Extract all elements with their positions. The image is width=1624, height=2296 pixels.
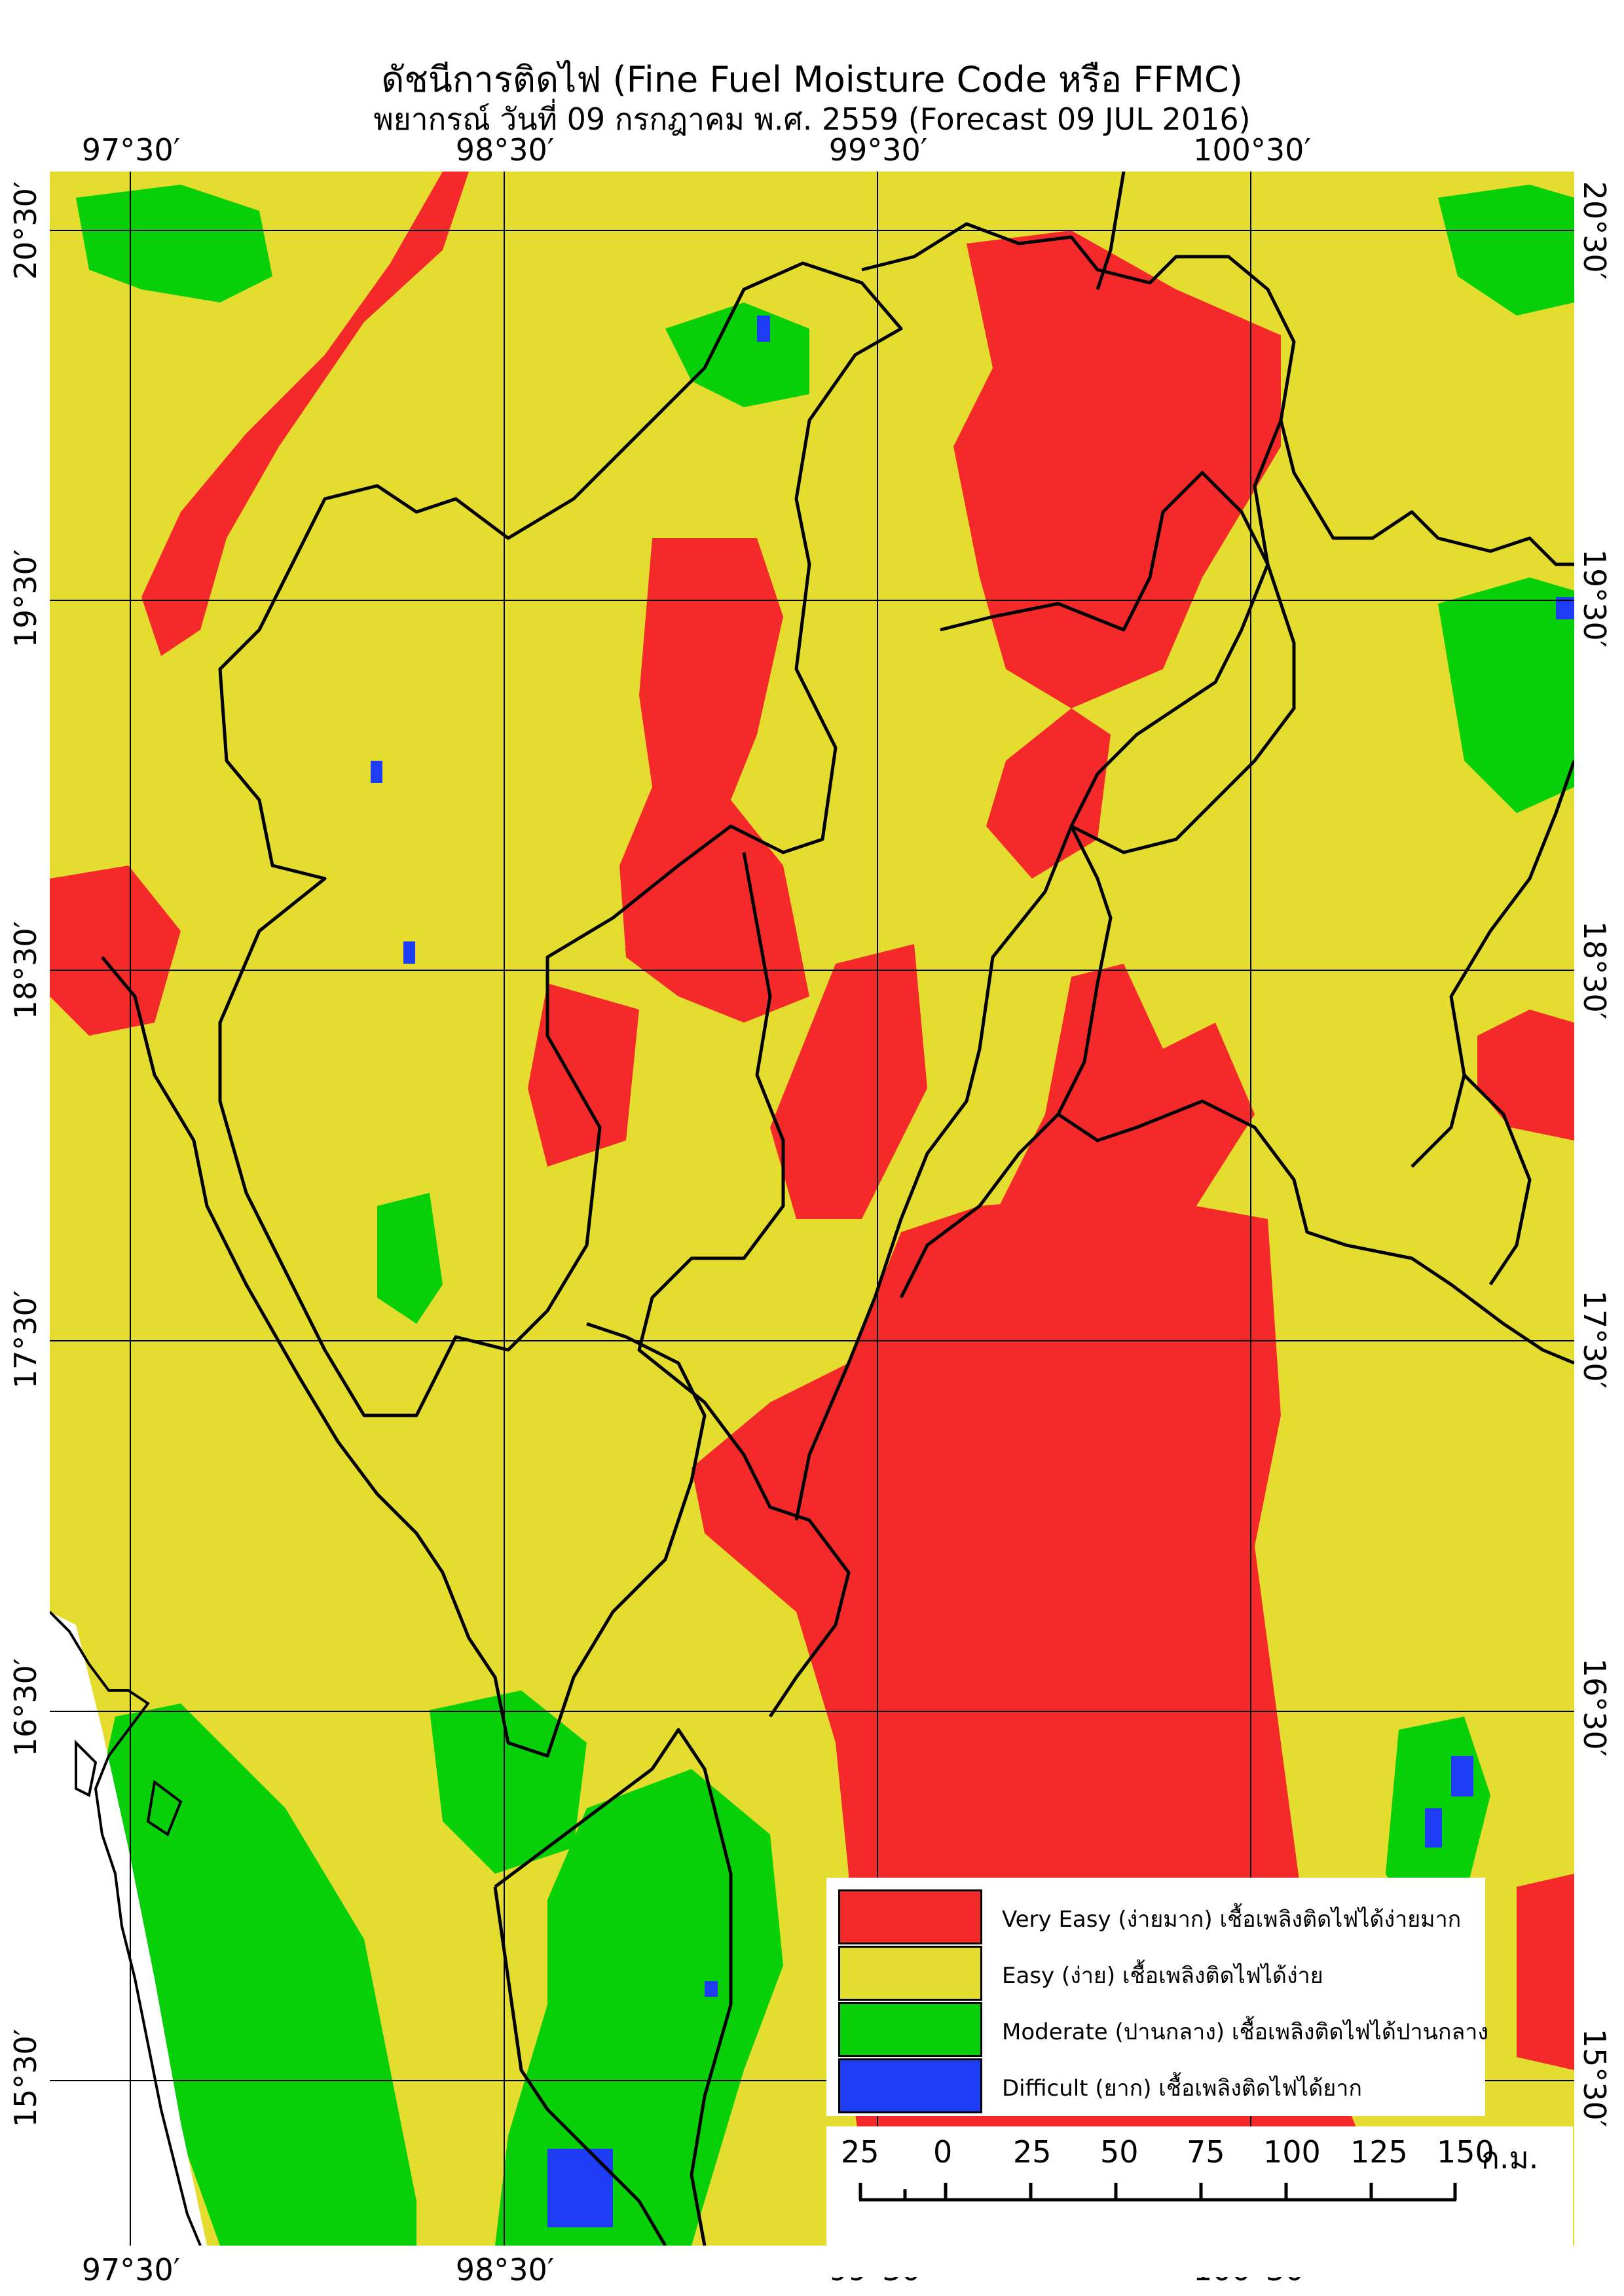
sea [50, 1612, 207, 2246]
scale-label-150: 150 [1437, 2134, 1494, 2170]
province-boundary-lampang [794, 564, 1270, 1521]
legend-label-moderate: Moderate (ปานกลาง) เชื้อเพลิงติดไฟได้ปาน… [1002, 2019, 1489, 2045]
province-boundary-chiang-rai [861, 222, 1296, 565]
moderate-zone-north [665, 302, 809, 407]
lon-label-top-4: 100°30′ [1193, 132, 1311, 168]
scale-label-25-left: 25 [841, 2134, 879, 2170]
difficult-patch-1 [757, 316, 770, 342]
moderate-zone-ne [1438, 185, 1574, 316]
scale-label-50: 50 [1100, 2134, 1139, 2170]
scale-label-75: 75 [1187, 2134, 1225, 2170]
lon-label-top-3: 99°30′ [828, 132, 928, 168]
lon-label-top-2: 98°30′ [455, 132, 555, 168]
legend: Very Easy (ง่ายมาก) เชื้อเพลิงติดไฟได้ง่… [826, 1878, 1488, 2116]
province-boundaries [101, 172, 1574, 2246]
very-easy-zone-west-edge [50, 866, 181, 1036]
coastline-island-2 [146, 1779, 183, 1837]
lat-label-right-6: 15°30′ [1577, 2028, 1612, 2128]
province-boundary-loei [1463, 1074, 1532, 1286]
very-easy-zone-north-inner [986, 708, 1111, 879]
moderate-zone-east [1438, 577, 1574, 813]
difficult-patch-6 [1425, 1808, 1442, 1848]
very-easy-zone-east-edge [1477, 1010, 1574, 1140]
lat-label-left-4: 17°30′ [8, 1290, 43, 1389]
scale-label-100: 100 [1263, 2134, 1321, 2170]
lat-label-right-4: 17°30′ [1577, 1290, 1612, 1389]
lat-label-left-1: 20°30′ [8, 181, 43, 280]
lon-label-bottom-1: 97°30′ [81, 2252, 181, 2287]
coastline-island-1 [75, 1740, 98, 1797]
scale-bar-ruler [858, 2183, 1457, 2202]
province-boundary-east [1411, 760, 1574, 1168]
legend-item-moderate: Moderate (ปานกลาง) เชื้อเพลิงติดไฟได้ปาน… [838, 2002, 1488, 2057]
lat-label-right-1: 20°30′ [1577, 181, 1612, 280]
moderate-zone-center [377, 1193, 443, 1324]
very-easy-zone-center-west [528, 983, 639, 1167]
moderate-zone-nw [76, 185, 272, 302]
sea-area [50, 1612, 207, 2246]
legend-label-very-easy: Very Easy (ง่ายมาก) เชื้อเพลิงติดไฟได้ง่… [1002, 1906, 1462, 1933]
difficult-patch-5 [1451, 1756, 1473, 1796]
lat-label-left-6: 15°30′ [8, 2028, 43, 2128]
border-north-myanmar [1096, 172, 1126, 290]
lat-label-right-2: 19°30′ [1577, 549, 1612, 648]
difficult-patch-3 [403, 941, 415, 964]
scale-label-0: 0 [933, 2134, 953, 2170]
legend-swatch-moderate [838, 2002, 982, 2057]
province-boundary-chiang-mai [218, 261, 903, 1417]
very-easy-zone-nw-band [141, 172, 469, 656]
moderate-zone-south-2 [495, 1769, 783, 2246]
province-boundary-lamphun [637, 852, 851, 1718]
lon-label-bottom-2: 98°30′ [455, 2252, 555, 2287]
very-easy-zone-center-east [770, 944, 927, 1219]
lat-label-right-3: 18°30′ [1577, 920, 1612, 1020]
legend-label-easy: Easy (ง่าย) เชื้อเพลิงติดไฟได้ง่าย [1002, 1963, 1323, 1989]
very-easy-zone-se-edge [1517, 1874, 1574, 2070]
province-boundary-tak-west [493, 1886, 667, 2246]
lat-label-right-5: 16°30′ [1577, 1658, 1612, 1757]
province-boundary-phayao [940, 471, 1296, 854]
difficult-patch-9 [547, 2149, 613, 2227]
province-boundary-uttaradit [1057, 1099, 1574, 1365]
legend-swatch-very-easy [838, 1889, 982, 1944]
province-boundary-nan [1279, 420, 1574, 566]
scale-unit: ก.ม. [1481, 2140, 1539, 2176]
scale-label-25: 25 [1013, 2134, 1052, 2170]
very-easy-zone-north [953, 230, 1281, 708]
difficult-patch-2 [371, 761, 382, 783]
legend-label-difficult: Difficult (ยาก) เชื้อเพลิงติดไฟได้ยาก [1002, 2075, 1362, 2102]
province-boundary-phrae [899, 825, 1113, 1299]
legend-swatch-difficult [838, 2058, 982, 2113]
province-boundary-mae-hong-son-south [101, 956, 707, 1758]
province-boundary-tak-east [494, 1728, 733, 2246]
scale-bar: 25 0 25 50 75 100 125 150 ก.ม. [826, 2126, 1573, 2277]
coastline-main [50, 1611, 202, 2246]
lat-label-left-2: 19°30′ [8, 549, 43, 648]
legend-item-very-easy: Very Easy (ง่ายมาก) เชื้อเพลิงติดไฟได้ง่… [838, 1889, 1480, 1944]
lat-label-left-5: 16°30′ [8, 1658, 43, 1757]
lon-label-top-1: 97°30′ [81, 132, 181, 168]
scale-label-125: 125 [1350, 2134, 1408, 2170]
legend-swatch-easy [838, 1946, 982, 2001]
very-easy-zone-center [619, 538, 809, 1023]
difficult-patch-7 [705, 1981, 718, 1997]
moderate-zone-south-1 [430, 1690, 587, 1874]
legend-item-difficult: Difficult (ยาก) เชื้อเพลิงติดไฟได้ยาก [838, 2058, 1480, 2113]
map-subtitle: พยากรณ์ วันที่ 09 กรกฎาคม พ.ศ. 2559 (For… [373, 101, 1251, 137]
map-title: ดัชนีการติดไฟ (Fine Fuel Moisture Code ห… [381, 59, 1243, 100]
coastline [50, 1611, 202, 2246]
moderate-zone-sw [102, 1704, 416, 2246]
lat-label-left-3: 18°30′ [8, 920, 43, 1020]
legend-item-easy: Easy (ง่าย) เชื้อเพลิงติดไฟได้ง่าย [838, 1946, 1480, 2001]
